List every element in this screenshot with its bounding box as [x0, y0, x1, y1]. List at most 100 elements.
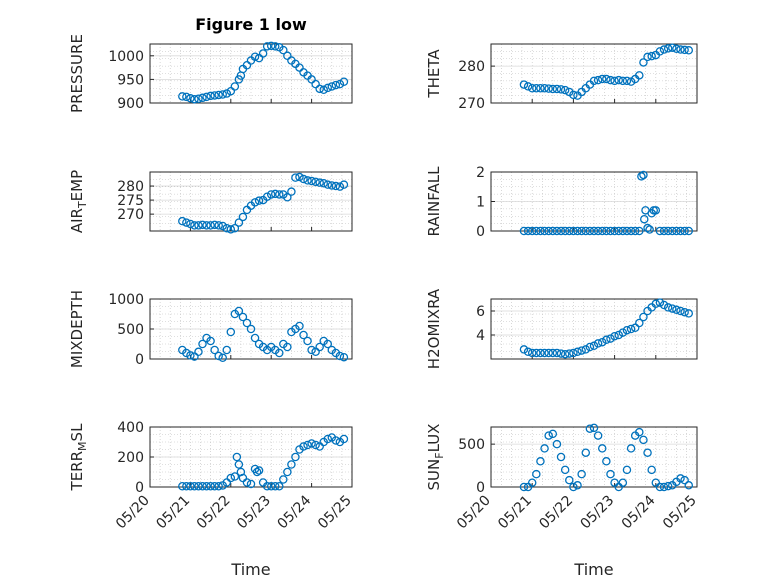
data-point — [319, 85, 328, 95]
data-point — [291, 173, 300, 182]
data-point — [536, 84, 545, 93]
data-point — [637, 172, 646, 181]
panel-pressure: 900 950 1000 PRESSURE — [68, 34, 353, 113]
data-point — [250, 52, 260, 61]
y-axis-label: RAINFALL — [425, 166, 443, 237]
data-point — [597, 226, 607, 236]
data-point — [659, 300, 669, 310]
data-point — [532, 226, 541, 236]
data-point — [242, 318, 252, 328]
data-point — [190, 221, 199, 230]
data-point — [311, 440, 320, 450]
data-point — [676, 306, 685, 316]
data-point — [234, 218, 244, 227]
data-point — [182, 481, 191, 491]
data-point — [548, 226, 558, 236]
data-point — [684, 481, 694, 490]
data-point — [680, 307, 689, 317]
series-markers — [178, 306, 349, 363]
y-axis-label-main: AIR — [68, 208, 86, 233]
data-point — [202, 221, 211, 230]
series-markers — [178, 172, 349, 234]
data-point — [540, 226, 549, 236]
panel-h2omixra: 4 6 H2OMIXRA — [425, 288, 698, 369]
data-point — [635, 318, 644, 328]
data-point — [618, 226, 628, 236]
data-point — [299, 330, 308, 340]
data-point — [315, 84, 324, 94]
data-point — [643, 448, 652, 457]
data-point — [597, 74, 607, 84]
data-point — [552, 439, 562, 449]
y-axis-label-tail: EMP — [68, 170, 86, 201]
data-point — [684, 46, 694, 55]
series-markers — [519, 423, 694, 492]
data-point — [651, 299, 661, 309]
data-point — [626, 444, 636, 453]
data-point — [194, 94, 203, 104]
data-point — [331, 80, 341, 90]
data-point — [339, 180, 349, 189]
data-point — [635, 71, 644, 80]
data-point — [238, 312, 248, 322]
data-point — [194, 221, 203, 230]
axes-frame — [490, 43, 698, 104]
y-axis-label-main: TERR — [68, 451, 86, 492]
y-tick-label: 400 — [117, 420, 144, 436]
data-point — [540, 444, 549, 453]
data-point — [246, 479, 256, 489]
data-point — [536, 348, 545, 358]
data-point — [645, 225, 654, 234]
data-point — [647, 465, 656, 475]
data-point — [275, 481, 284, 491]
data-point — [270, 42, 280, 51]
data-point — [560, 465, 570, 475]
data-point — [663, 226, 673, 236]
data-point — [230, 472, 240, 481]
data-point — [556, 226, 566, 236]
panel-theta: 270 280 THETA — [425, 43, 698, 112]
y-tick-label: 270 — [117, 207, 144, 223]
y-axis-label-main: SUN — [425, 459, 443, 491]
data-point — [589, 76, 599, 86]
data-point — [186, 94, 195, 103]
data-point — [536, 457, 545, 466]
data-point — [270, 189, 280, 199]
data-point — [527, 348, 537, 358]
data-point — [663, 44, 673, 53]
data-point — [593, 339, 603, 348]
data-point — [287, 460, 296, 469]
data-point — [569, 482, 578, 492]
data-point — [622, 465, 632, 475]
data-point — [618, 478, 628, 487]
x-tick-label: 05/22 — [194, 493, 234, 533]
y-tick-label: 0 — [135, 352, 144, 368]
data-point — [593, 226, 603, 236]
data-point — [319, 178, 328, 188]
data-point — [323, 339, 333, 349]
data-point — [266, 481, 276, 491]
panel-sun_flux: 0 500 05/20 05/21 05/22 05/23 05/24 05/25 SUNFLU… — [425, 424, 700, 533]
data-point — [630, 226, 640, 236]
data-point — [614, 226, 623, 236]
data-point — [581, 345, 591, 354]
data-point — [186, 481, 195, 491]
data-point — [214, 221, 223, 230]
y-tick-label: 2 — [476, 165, 485, 181]
data-point — [218, 221, 227, 231]
data-point — [565, 349, 574, 358]
data-point — [519, 226, 529, 236]
y-tick-label: 950 — [117, 72, 144, 88]
data-point — [532, 348, 541, 358]
y-axis-label-main: THETA — [425, 49, 443, 99]
y-tick-label: 500 — [117, 322, 144, 338]
data-point — [270, 481, 280, 491]
data-point — [614, 330, 623, 340]
data-point — [540, 348, 549, 358]
data-point — [581, 226, 591, 236]
y-axis-label-main: PRESSURE — [68, 34, 86, 113]
grid-lines — [149, 426, 353, 488]
data-point — [597, 444, 607, 453]
data-point — [335, 351, 345, 361]
